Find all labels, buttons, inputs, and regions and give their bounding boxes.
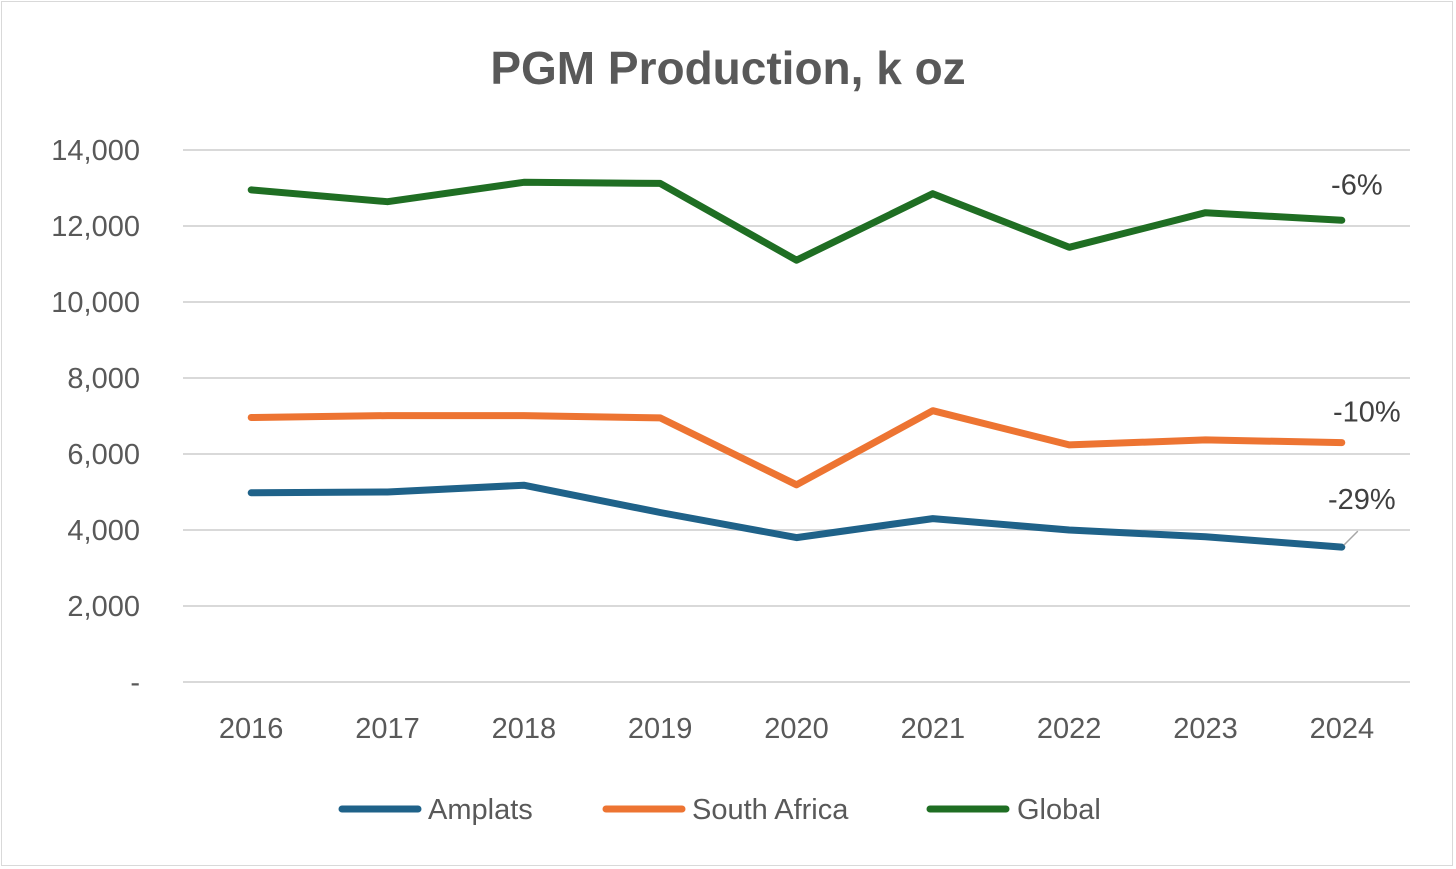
y-tick-label: 6,000 bbox=[67, 439, 140, 471]
series-line-amplats bbox=[247, 481, 1346, 551]
end-annotation-global: -6% bbox=[1331, 169, 1383, 201]
y-tick-label: 10,000 bbox=[51, 287, 140, 319]
legend-label-south-africa: South Africa bbox=[692, 794, 849, 826]
series-line-global bbox=[247, 178, 1346, 264]
end-annotation-amplats: -29% bbox=[1328, 484, 1396, 516]
series-lines bbox=[247, 178, 1346, 551]
x-tick-label: 2018 bbox=[492, 713, 557, 745]
x-tick-label: 2020 bbox=[764, 713, 829, 745]
series-line-south-africa bbox=[247, 407, 1346, 489]
legend-label-global: Global bbox=[1017, 794, 1101, 826]
x-tick-label: 2023 bbox=[1173, 713, 1238, 745]
gridlines bbox=[183, 149, 1410, 683]
x-tick-label: 2019 bbox=[628, 713, 693, 745]
y-tick-label: - bbox=[130, 667, 140, 699]
legend: Amplats South Africa Global bbox=[338, 794, 1101, 826]
y-tick-label: 12,000 bbox=[51, 211, 140, 243]
x-tick-label: 2021 bbox=[901, 713, 966, 745]
x-tick-label: 2024 bbox=[1310, 713, 1375, 745]
end-annotations: -29% -10% -6% bbox=[1328, 169, 1401, 546]
x-tick-label: 2016 bbox=[219, 713, 284, 745]
y-tick-label: 2,000 bbox=[67, 591, 140, 623]
legend-label-amplats: Amplats bbox=[428, 794, 533, 826]
y-axis-ticks: - 2,000 4,000 6,000 8,000 10,000 12,000 14,000 bbox=[51, 135, 140, 699]
y-tick-label: 8,000 bbox=[67, 363, 140, 395]
x-axis-ticks: 2016 2017 2018 2019 2020 2021 2022 2023 2024 bbox=[219, 713, 1374, 745]
x-tick-label: 2017 bbox=[355, 713, 420, 745]
y-tick-label: 14,000 bbox=[51, 135, 140, 167]
chart-title: PGM Production, k oz bbox=[490, 42, 965, 94]
x-tick-label: 2022 bbox=[1037, 713, 1102, 745]
end-annotation-south-africa: -10% bbox=[1333, 397, 1401, 429]
y-tick-label: 4,000 bbox=[67, 515, 140, 547]
annotation-leader-line bbox=[1343, 530, 1359, 546]
